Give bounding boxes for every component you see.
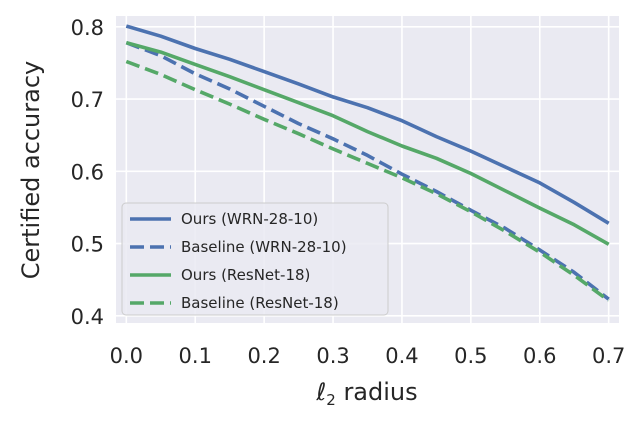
series-line-0 (125, 24, 610, 225)
y-tick-labels: 0.4 0.5 0.6 0.7 0.8 (71, 16, 104, 329)
x-tick-label: 0.5 (454, 344, 487, 368)
x-tick-label: 0.4 (385, 344, 418, 368)
series-line-1 (125, 41, 610, 301)
y-tick-label: 0.5 (71, 233, 104, 257)
x-tick-label: 0.7 (592, 344, 625, 368)
legend-label-2: Ours (ResNet-18) (181, 266, 310, 284)
x-tick-label: 0.1 (179, 344, 212, 368)
y-tick-label: 0.4 (71, 305, 104, 329)
x-tick-labels: 0.0 0.1 0.2 0.3 0.4 0.5 0.6 0.7 (110, 344, 626, 368)
y-axis-title: Certified accuracy (17, 61, 45, 280)
legend-label-0: Ours (WRN-28-10) (181, 210, 318, 228)
data-series (125, 24, 610, 303)
legend: Ours (WRN-28-10) Baseline (WRN-28-10) Ours… (121, 202, 389, 316)
y-tick-label: 0.7 (71, 88, 104, 112)
series-line-2 (125, 40, 610, 246)
x-tick-label: 0.0 (110, 344, 143, 368)
legend-box (121, 202, 389, 316)
x-tick-label: 0.2 (247, 344, 280, 368)
legend-label-3: Baseline (ResNet-18) (181, 294, 339, 312)
legend-label-1: Baseline (WRN-28-10) (181, 238, 347, 256)
y-tick-label: 0.8 (71, 16, 104, 40)
series-line-3 (125, 59, 610, 303)
x-tick-label: 0.6 (523, 344, 556, 368)
x-axis-title: ℓ2 radius (315, 378, 417, 409)
x-tick-label: 0.3 (316, 344, 349, 368)
y-tick-label: 0.6 (71, 160, 104, 184)
